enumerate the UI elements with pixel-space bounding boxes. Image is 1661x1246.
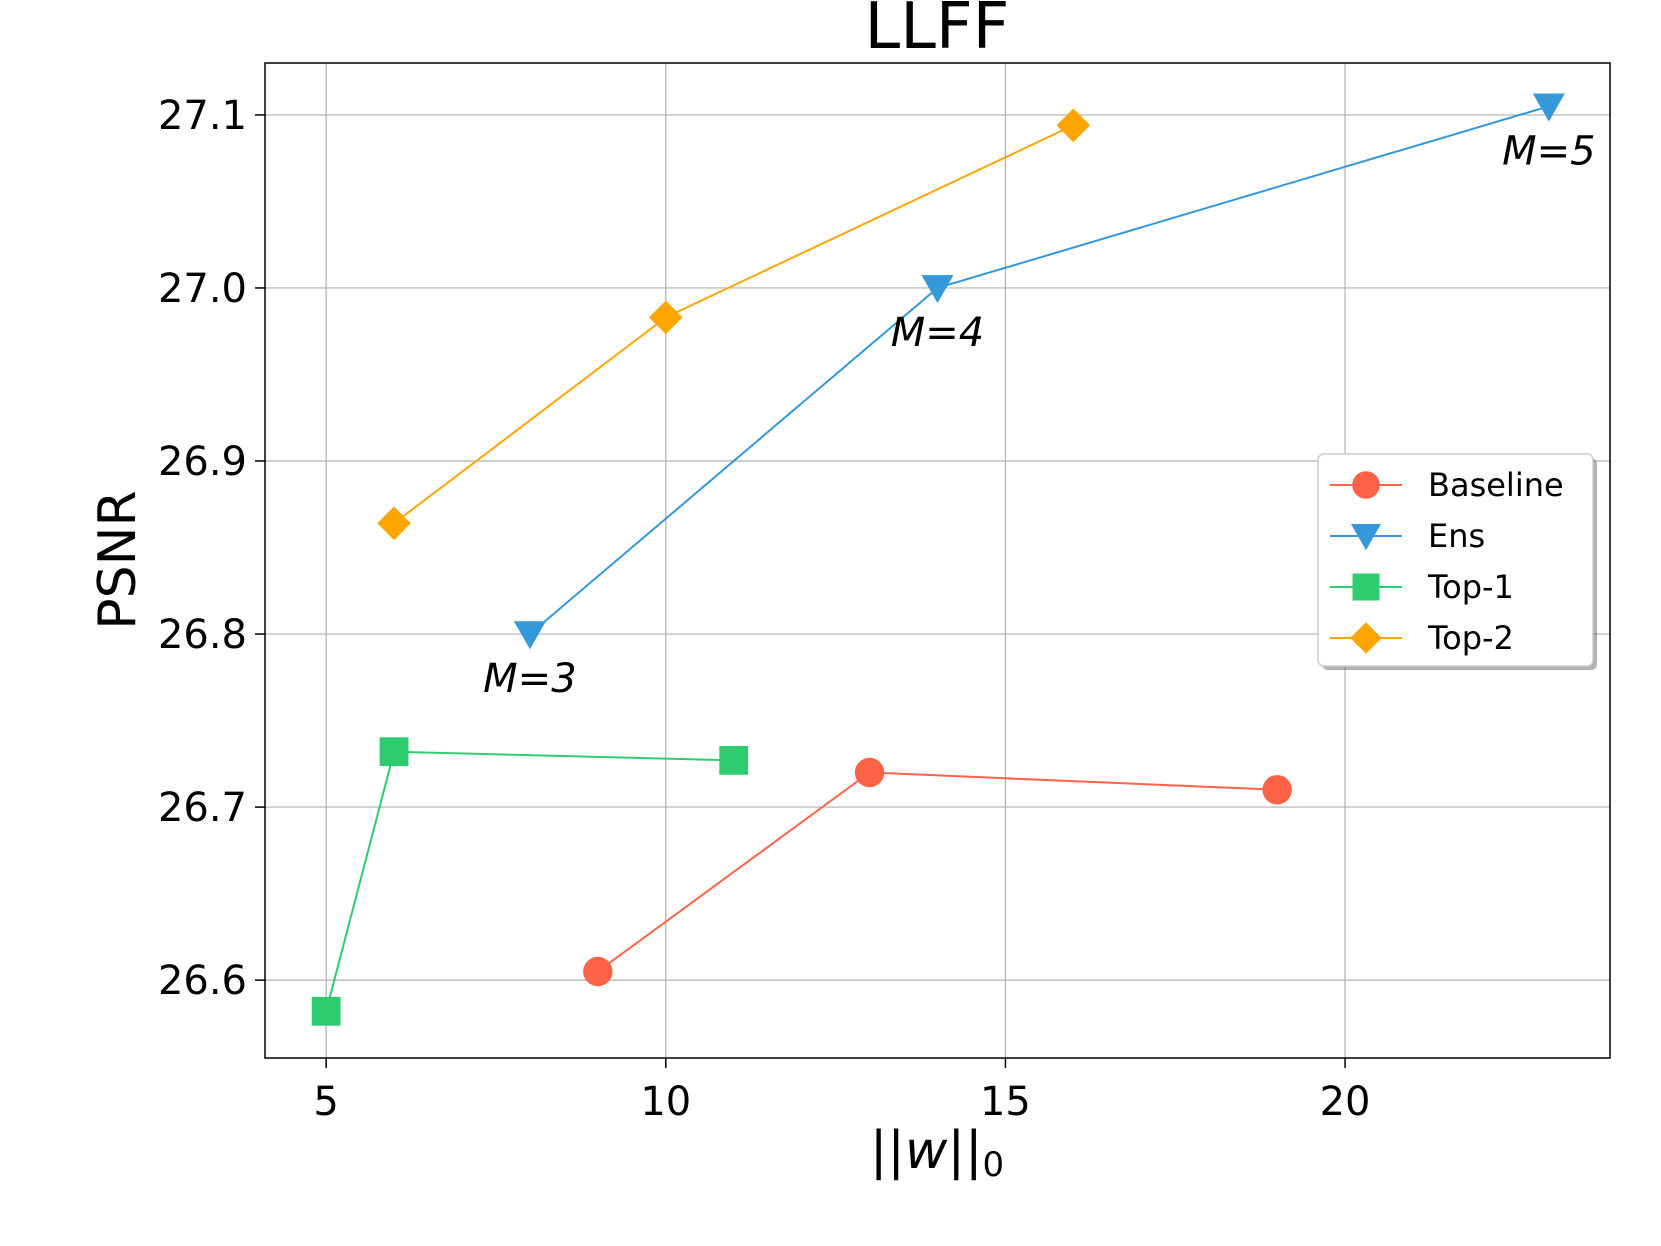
series-top-1 [311,737,749,1026]
y-tick-label: 26.7 [158,785,247,831]
data-point-ens [1532,93,1565,122]
legend-item-top-1: Top-1 [1330,568,1514,606]
data-point-top-1 [379,737,409,767]
legend-marker-top-1 [1352,573,1380,601]
annotation-label: M=4 [891,310,984,356]
legend-label-baseline: Baseline [1428,466,1564,504]
y-axis-label: PSNR [88,490,148,629]
y-tick-label: 26.8 [158,612,247,658]
ticks: 5 10 15 20 26.6 26.7 26.8 26.9 27.0 27.1 [158,93,1371,1125]
data-point-baseline [583,956,613,987]
x-axis-label-main: ||w|| [870,1121,983,1181]
data-point-top-2 [1056,108,1091,143]
x-tick-label: 10 [640,1079,691,1125]
legend-label-ens: Ens [1428,517,1485,555]
data-point-top-2 [648,300,683,335]
legend-item-top-2: Top-2 [1330,619,1514,657]
y-tick-label: 26.9 [158,439,247,485]
series-layer [311,93,1565,1026]
x-axis-label: ||w||0 [870,1121,1004,1185]
x-tick-label: 15 [980,1079,1031,1125]
x-axis-label-subscript: 0 [982,1145,1004,1185]
chart-title: LLFF [865,0,1010,64]
legend: Baseline Ens Top-1 Top-2 [1317,453,1597,670]
legend-item-ens: Ens [1330,517,1485,555]
legend-label-top-2: Top-2 [1427,619,1514,657]
legend-marker-ens [1351,524,1381,551]
series-baseline [583,757,1292,987]
legend-item-baseline: Baseline [1330,466,1564,504]
data-point-top-1 [311,996,341,1026]
data-point-top-1 [719,745,749,775]
data-point-baseline [854,757,885,788]
annotation-label: M=5 [1502,128,1595,174]
legend-marker-top-2 [1350,622,1382,654]
x-tick-label: 5 [313,1079,338,1125]
y-tick-label: 27.0 [158,266,247,312]
series-top-2 [377,108,1091,541]
annotation-label: M=3 [483,656,576,702]
data-point-ens [921,275,954,304]
legend-label-top-1: Top-1 [1427,568,1514,606]
data-point-baseline [1262,775,1292,805]
y-tick-label: 27.1 [158,93,247,139]
data-point-ens [513,621,546,650]
x-tick-label: 20 [1320,1079,1371,1125]
legend-box [1317,453,1594,667]
annotations: M=3 M=4 M=5 [483,128,1595,702]
plot-frame [264,62,1611,1059]
y-tick-label: 26.6 [158,958,247,1004]
data-point-top-2 [377,506,411,541]
legend-marker-baseline [1352,471,1380,499]
series-ens [513,93,1565,650]
